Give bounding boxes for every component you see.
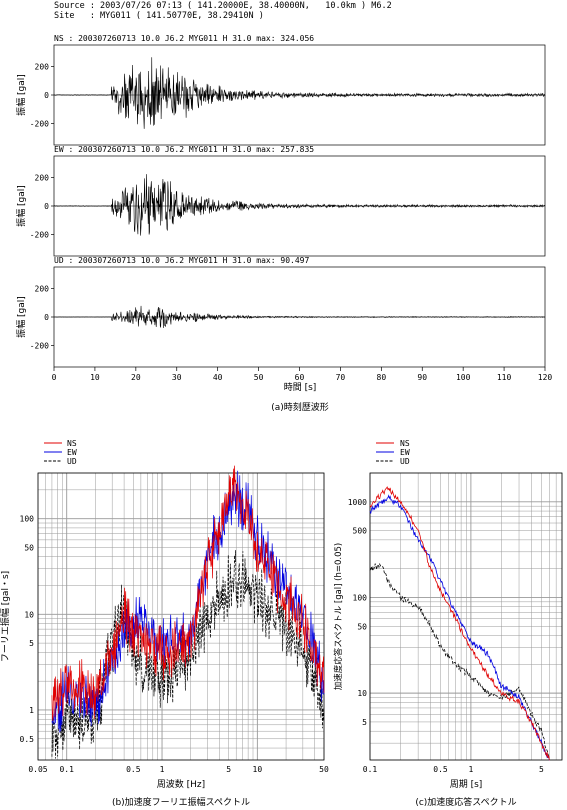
y-tick-label: 100 xyxy=(20,515,35,524)
waveform-trace xyxy=(53,174,546,236)
x-tick-label: 90 xyxy=(417,373,427,382)
y-tick-label: 100 xyxy=(353,593,368,602)
waveform-y-label: 振幅 [gal] xyxy=(15,185,27,227)
response-y-label: 加速度応答スペクトル [gal] (h=0.05) xyxy=(333,543,344,690)
x-tick-label: 5 xyxy=(539,765,544,774)
waveform-panel-label: NS : 200307260713 10.0 J6.2 MYG011 H 31.… xyxy=(54,34,314,43)
x-tick-label: 20 xyxy=(131,373,141,382)
x-tick-label: 40 xyxy=(213,373,223,382)
x-tick-label: 10 xyxy=(90,373,100,382)
response-caption: (c)加速度応答スペクトル xyxy=(415,796,516,808)
x-tick-label: 80 xyxy=(377,373,387,382)
y-tick-label: 0 xyxy=(44,91,49,100)
x-tick-label: 120 xyxy=(538,373,553,382)
x-tick-label: 50 xyxy=(254,373,264,382)
legend-label-ew: EW xyxy=(67,448,77,457)
x-tick-label: 70 xyxy=(336,373,346,382)
y-tick-label: 5 xyxy=(29,639,34,648)
x-tick-label: 100 xyxy=(456,373,471,382)
y-tick-label: 10 xyxy=(24,610,34,619)
x-tick-label: 10 xyxy=(253,765,263,774)
waveform-trace xyxy=(53,57,546,129)
y-tick-label: 50 xyxy=(24,543,34,552)
plot-frame xyxy=(37,472,325,761)
response-x-label: 周期 [s] xyxy=(450,779,483,790)
y-tick-label: 200 xyxy=(35,62,50,71)
source-line: Source : 2003/07/26 07:13 ( 141.20000E, … xyxy=(54,1,392,11)
legend-label-ud: UD xyxy=(67,457,77,466)
y-tick-label: 1 xyxy=(29,706,34,715)
y-tick-label: 10 xyxy=(357,689,367,698)
y-tick-label: 5 xyxy=(362,718,367,727)
waveform-panel-label: EW : 200307260713 10.0 J6.2 MYG011 H 31.… xyxy=(54,145,314,154)
x-tick-label: 0 xyxy=(52,373,57,382)
x-tick-label: 50 xyxy=(319,765,329,774)
plot-frame xyxy=(369,472,563,761)
fourier-series-ns xyxy=(51,465,325,721)
waveform-y-label: 振幅 [gal] xyxy=(15,296,27,338)
y-tick-label: 50 xyxy=(357,622,367,631)
site-line: Site : MYG011 ( 141.50770E, 38.29410N ) xyxy=(54,11,264,21)
waveform-panel-label: UD : 200307260713 10.0 J6.2 MYG011 H 31.… xyxy=(54,256,309,265)
legend-label-ns: NS xyxy=(400,439,410,448)
response-series-ns xyxy=(369,486,550,761)
response-series-ew xyxy=(369,494,550,761)
y-tick-label: 0 xyxy=(44,313,49,322)
legend-label-ns: NS xyxy=(67,439,77,448)
x-tick-label: 0.5 xyxy=(433,765,448,774)
y-tick-label: 200 xyxy=(35,173,50,182)
y-tick-label: 0 xyxy=(44,202,49,211)
y-tick-label: 1000 xyxy=(348,498,367,507)
fourier-y-label: フーリエ振幅 [gal・s] xyxy=(0,571,11,662)
x-tick-label: 1 xyxy=(468,765,473,774)
x-tick-label: 0.1 xyxy=(59,765,74,774)
fourier-x-label: 周波数 [Hz] xyxy=(157,778,205,790)
x-tick-label: 0.5 xyxy=(126,765,141,774)
x-tick-label: 110 xyxy=(497,373,512,382)
x-tick-label: 1 xyxy=(160,765,165,774)
fourier-caption: (b)加速度フーリエ振幅スペクトル xyxy=(112,796,250,808)
y-tick-label: 200 xyxy=(35,284,50,293)
legend-label-ud: UD xyxy=(400,457,410,466)
waveform-x-label: 時間 [s] xyxy=(284,382,317,393)
x-tick-label: 60 xyxy=(295,373,305,382)
waveform-y-label: 振幅 [gal] xyxy=(15,74,27,116)
y-tick-label: -200 xyxy=(30,342,49,351)
fourier-series-ud xyxy=(51,550,325,759)
y-tick-label: -200 xyxy=(30,231,49,240)
waveform-caption: (a)時刻歴波形 xyxy=(271,401,329,413)
y-tick-label: 0.5 xyxy=(20,735,35,744)
y-tick-label: -200 xyxy=(30,120,49,129)
x-tick-label: 5 xyxy=(226,765,231,774)
legend-label-ew: EW xyxy=(400,448,410,457)
x-tick-label: 0.1 xyxy=(363,765,378,774)
x-tick-label: 0.05 xyxy=(28,765,47,774)
response-series-ud xyxy=(369,562,550,759)
y-tick-label: 500 xyxy=(353,527,368,536)
x-tick-label: 30 xyxy=(172,373,182,382)
